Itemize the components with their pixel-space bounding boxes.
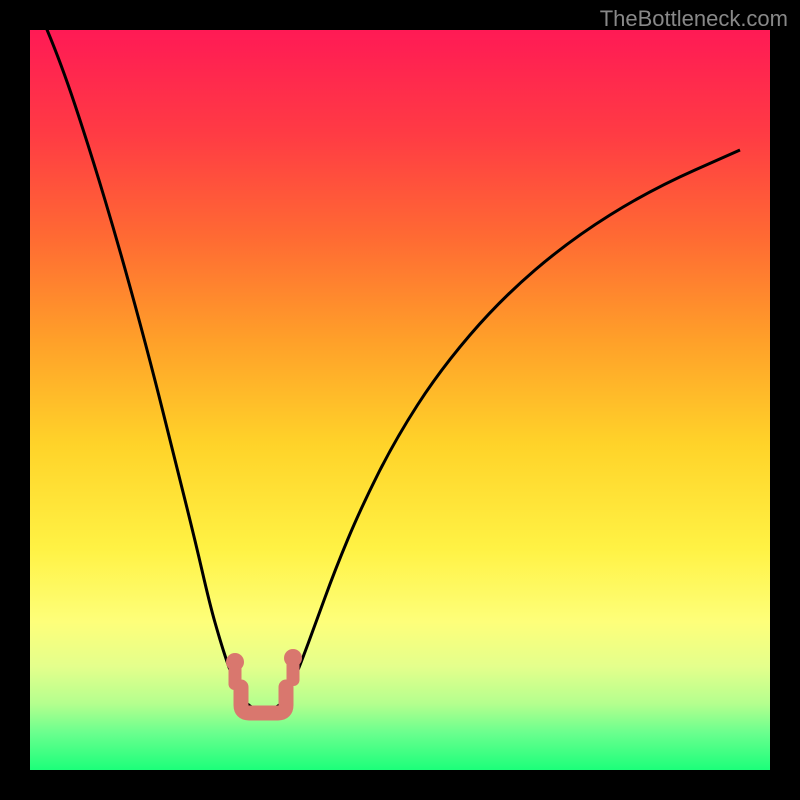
chart-area [30,30,770,770]
watermark-text: TheBottleneck.com [600,6,788,32]
bottleneck-curve [30,30,770,770]
